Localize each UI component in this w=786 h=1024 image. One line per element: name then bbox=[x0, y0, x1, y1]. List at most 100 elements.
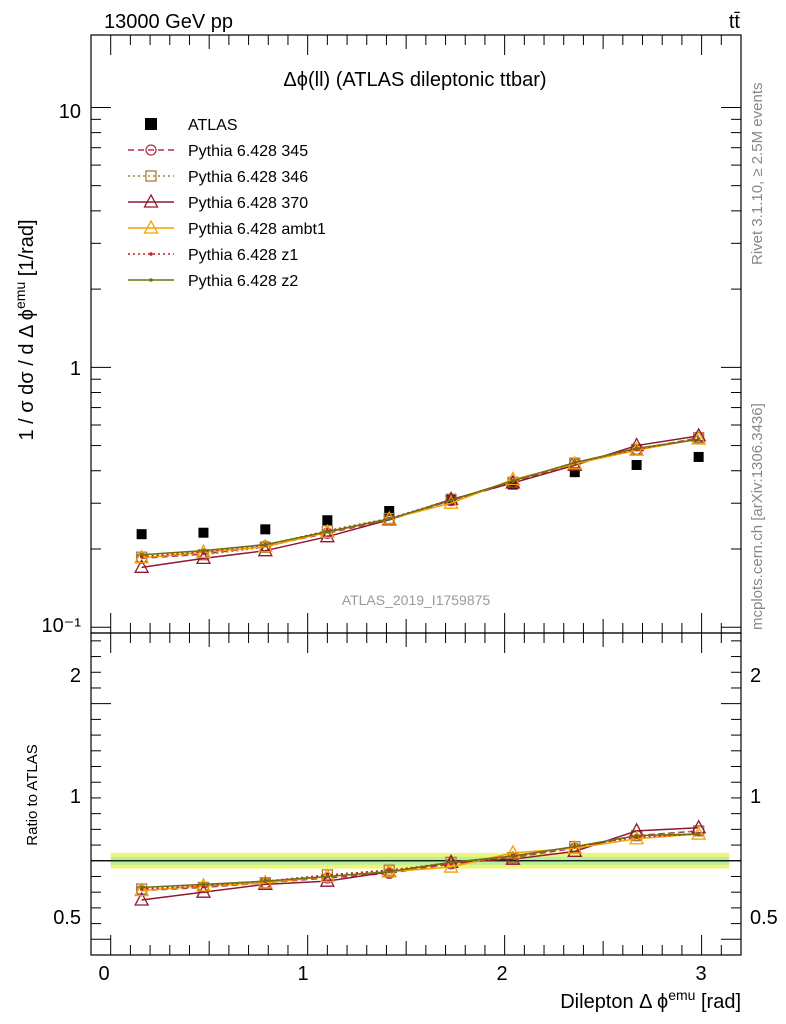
main-y-tick-label: 10 bbox=[59, 101, 81, 123]
series-pythia-6-428-z2 bbox=[139, 437, 701, 557]
ratio-point bbox=[325, 874, 330, 879]
series-line bbox=[141, 438, 699, 559]
ratio-series-group bbox=[134, 819, 707, 906]
ratio-series-pythia-6-428-z2 bbox=[139, 832, 701, 890]
legend-entry: Pythia 6.428 370 bbox=[128, 193, 308, 212]
y-axis-title: 1 / σ dσ / d Δ ϕemu [1/rad] bbox=[12, 219, 38, 440]
series-line bbox=[141, 437, 699, 560]
main-y-tick-label: 1 bbox=[70, 358, 81, 380]
plot-title: Δϕ(ll) (ATLAS dileptonic ttbar) bbox=[283, 69, 546, 91]
rivet-version-label: Rivet 3.1.10, ≥ 2.5M events bbox=[749, 83, 766, 266]
ratio-y-tick-label: 2 bbox=[70, 665, 81, 687]
ratio-point bbox=[449, 860, 453, 865]
legend-label: ATLAS bbox=[188, 117, 238, 134]
data-point bbox=[260, 524, 271, 535]
data-point bbox=[136, 529, 147, 540]
ratio-y-tick-label: 1 bbox=[750, 786, 761, 808]
legend-marker bbox=[145, 118, 157, 130]
ratio-point bbox=[691, 825, 707, 840]
ratio-point bbox=[511, 854, 515, 858]
legend-marker bbox=[143, 193, 159, 208]
legend-label: Pythia 6.428 z1 bbox=[188, 247, 298, 264]
ratio-y-tick-label: 0.5 bbox=[53, 907, 81, 929]
ratio-y-tick-label: 1 bbox=[70, 786, 81, 808]
legend-entry: ATLAS bbox=[145, 117, 238, 134]
legend-label: Pythia 6.428 370 bbox=[188, 195, 308, 212]
collision-label: 13000 GeV pp bbox=[104, 11, 233, 33]
ratio-point bbox=[696, 832, 701, 836]
legend-label: Pythia 6.428 346 bbox=[188, 169, 308, 186]
series-point bbox=[201, 548, 206, 553]
series-point bbox=[691, 430, 707, 445]
ratio-y-tick-labels-left: 2 1 0.5 bbox=[53, 665, 81, 929]
ratio-point bbox=[263, 879, 268, 883]
legend-marker bbox=[145, 170, 157, 182]
process-label: tt̄ bbox=[729, 11, 741, 33]
ratio-point bbox=[387, 869, 392, 874]
legend-label: Pythia 6.428 345 bbox=[188, 143, 308, 160]
legend-entry: Pythia 6.428 ambt1 bbox=[128, 219, 326, 238]
ratio-line bbox=[141, 833, 699, 890]
series-point bbox=[325, 529, 330, 534]
series-point bbox=[134, 558, 150, 573]
legend-marker bbox=[143, 219, 159, 234]
series-point bbox=[572, 460, 577, 465]
data-point bbox=[322, 515, 333, 526]
ratio-line bbox=[141, 833, 699, 892]
ratio-point bbox=[505, 844, 521, 859]
ratio-axis-title: Ratio to ATLAS bbox=[24, 744, 41, 845]
series-point bbox=[139, 552, 144, 557]
legend-marker bbox=[149, 252, 153, 256]
series-point bbox=[319, 528, 335, 543]
ratio-point bbox=[319, 868, 335, 883]
series-point bbox=[511, 478, 515, 483]
series-point bbox=[634, 446, 639, 451]
data-point bbox=[631, 459, 642, 470]
ratio-point bbox=[201, 882, 206, 887]
ratio-point bbox=[134, 882, 150, 897]
data-point bbox=[693, 451, 704, 462]
legend: ATLAS Pythia 6.428 345 Pythia 6.428 346 Pyt… bbox=[128, 117, 326, 290]
main-y-tick-label: 10⁻¹ bbox=[42, 615, 82, 637]
legend-label: Pythia 6.428 ambt1 bbox=[188, 221, 326, 238]
main-axis-ticks bbox=[91, 35, 741, 633]
ratio-point bbox=[319, 872, 335, 887]
ratio-point bbox=[139, 885, 144, 890]
ratio-point bbox=[634, 833, 639, 838]
series-line bbox=[141, 438, 699, 556]
series-point bbox=[449, 498, 453, 503]
ratio-line bbox=[141, 830, 699, 892]
data-point bbox=[198, 527, 209, 538]
main-y-tick-labels: 10 1 10⁻¹ bbox=[42, 101, 82, 637]
mcplots-label: mcplots.cern.ch [arXiv:1306.3436] bbox=[749, 403, 766, 630]
legend-entry: Pythia 6.428 z1 bbox=[128, 247, 298, 264]
legend-label: Pythia 6.428 z2 bbox=[188, 273, 298, 290]
legend-marker bbox=[145, 144, 157, 156]
series-line bbox=[141, 438, 699, 558]
legend-entry: Pythia 6.428 346 bbox=[128, 169, 308, 186]
series-point bbox=[696, 437, 701, 442]
x-tick-label: 1 bbox=[297, 963, 308, 985]
data-point bbox=[569, 467, 580, 478]
analysis-watermark: ATLAS_2019_I1759875 bbox=[342, 592, 491, 608]
ratio-line bbox=[141, 833, 699, 889]
ratio-y-tick-label: 0.5 bbox=[750, 907, 778, 929]
ratio-point bbox=[572, 844, 577, 849]
main-series-group bbox=[134, 427, 707, 573]
series-point bbox=[257, 542, 273, 557]
series-atlas bbox=[136, 451, 704, 540]
x-axis-title: Dilepton Δ ϕemu [rad] bbox=[560, 987, 741, 1013]
ratio-plot-frame bbox=[90, 632, 742, 956]
x-tick-label: 2 bbox=[496, 963, 507, 985]
legend-entry: Pythia 6.428 345 bbox=[128, 143, 308, 160]
ratio-point bbox=[567, 842, 583, 857]
legend-entry: Pythia 6.428 z2 bbox=[128, 273, 298, 290]
legend-marker bbox=[149, 278, 153, 282]
x-tick-labels: 0 1 2 3 bbox=[98, 963, 706, 985]
x-tick-label: 3 bbox=[695, 963, 706, 985]
x-tick-label: 0 bbox=[98, 963, 109, 985]
ratio-y-tick-label: 2 bbox=[750, 665, 761, 687]
ratio-point bbox=[443, 858, 459, 873]
series-point bbox=[134, 549, 150, 564]
